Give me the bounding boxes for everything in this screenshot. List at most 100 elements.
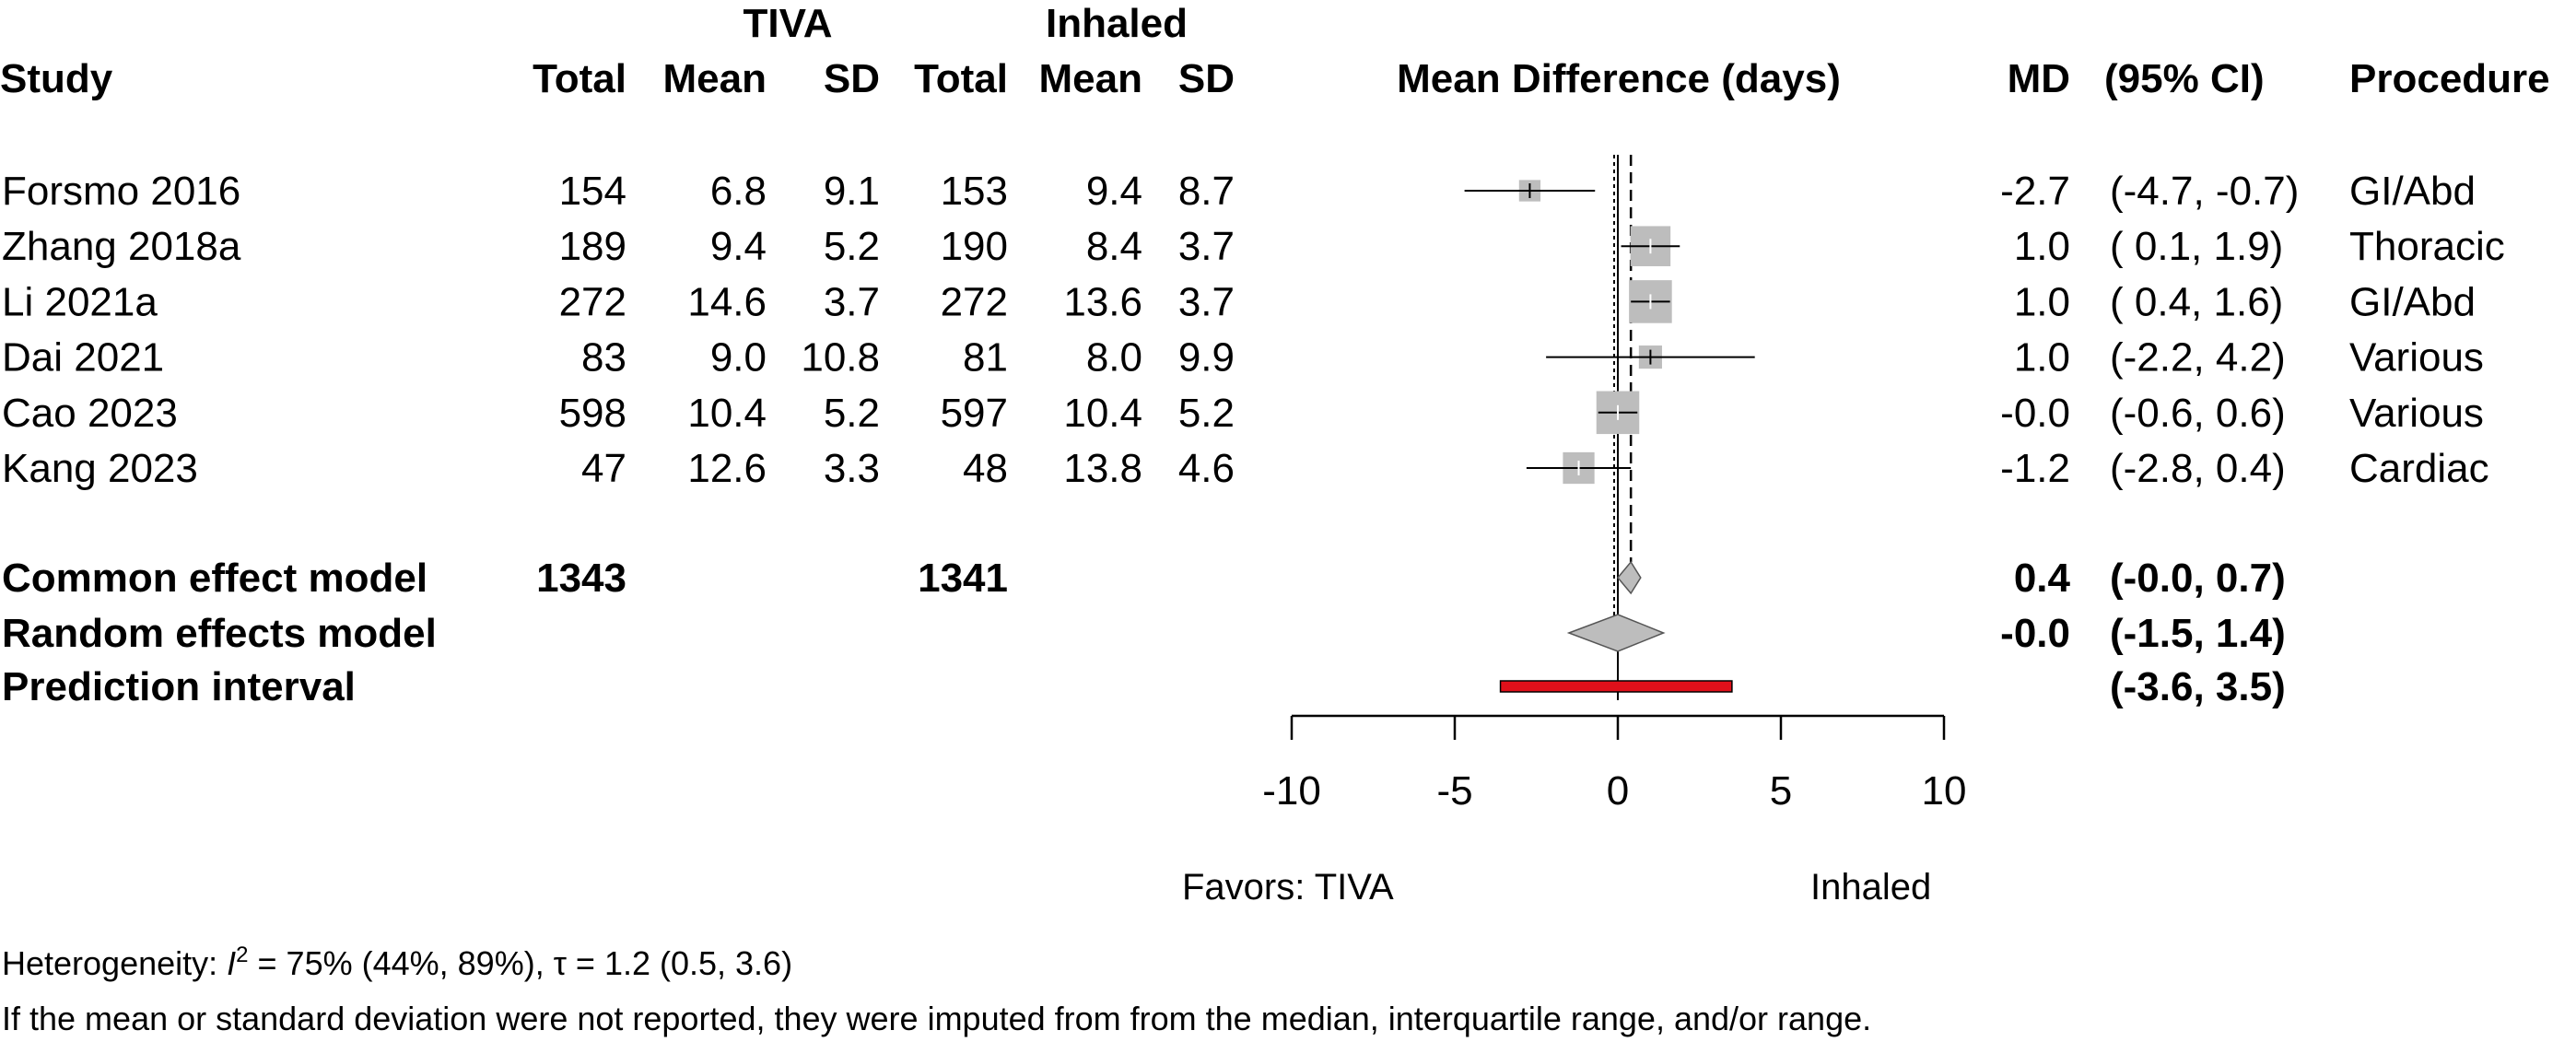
inhaled-sd: 5.2	[1178, 391, 1235, 436]
tiva-total: 47	[581, 446, 626, 491]
x-axis: -10 -5 0 5 10	[1262, 714, 1967, 814]
inhaled-sd: 3.7	[1178, 279, 1235, 324]
inhaled-mean: 8.0	[1086, 335, 1142, 381]
tiva-sd: 3.7	[824, 279, 880, 324]
tiva-total: 83	[581, 335, 626, 381]
inhaled-mean: 13.6	[1063, 279, 1142, 324]
procedure-value: Thoracic	[2349, 224, 2505, 269]
procedure-value: Cardiac	[2349, 446, 2489, 491]
md-value: -0.0	[2000, 391, 2070, 436]
ci-value: ( 0.1, 1.9)	[2110, 224, 2283, 269]
ci-value: (-4.7, -0.7)	[2110, 169, 2299, 214]
procedure-value: GI/Abd	[2349, 279, 2476, 324]
common-effect-ci: (-0.0, 0.7)	[2110, 556, 2286, 601]
x-axis-tick-label: -5	[1436, 768, 1472, 814]
inhaled-total: 48	[963, 446, 1008, 491]
inhaled-total: 190	[941, 224, 1008, 269]
imputation-footnote: If the mean or standard deviation were n…	[2, 1000, 1871, 1037]
md-value: -1.2	[2000, 446, 2070, 491]
tiva-total: 272	[559, 279, 626, 324]
tiva-sd: 5.2	[824, 391, 880, 436]
tiva-mean: 12.6	[687, 446, 767, 491]
common-effect-label: Common effect model	[2, 556, 427, 601]
md-value: 1.0	[2014, 279, 2070, 324]
common-effect-total-tiva: 1343	[536, 556, 626, 601]
header-procedure: Procedure	[2349, 56, 2550, 101]
md-value: 1.0	[2014, 224, 2070, 269]
random-effects-ci: (-1.5, 1.4)	[2110, 611, 2286, 656]
table-rows: Forsmo 2016 154 6.8 9.1 153 9.4 8.7 -2.7 (-4.7, …	[2, 169, 2505, 709]
header-ci: (95% CI)	[2104, 56, 2265, 101]
study-name: Cao 2023	[2, 391, 178, 436]
study-marker	[1526, 451, 1632, 485]
header-plot-title: Mean Difference (days)	[1397, 56, 1841, 101]
procedure-value: Various	[2349, 335, 2484, 381]
header-mean-inhaled: Mean	[1039, 56, 1142, 101]
x-axis-tick-label: 5	[1770, 768, 1792, 814]
prediction-interval-ci: (-3.6, 3.5)	[2110, 664, 2286, 709]
procedure-value: Various	[2349, 391, 2484, 436]
inhaled-total: 81	[963, 335, 1008, 381]
tiva-mean: 9.4	[710, 224, 767, 269]
inhaled-sd: 3.7	[1178, 224, 1235, 269]
common-effect-total-inhaled: 1341	[918, 556, 1008, 601]
header-group-inhaled: Inhaled	[1046, 1, 1188, 46]
inhaled-total: 153	[941, 169, 1008, 214]
ci-value: ( 0.4, 1.6)	[2110, 279, 2283, 324]
x-axis-tick-label: -10	[1262, 768, 1321, 814]
x-axis-tick-label: 10	[1922, 768, 1967, 814]
prediction-interval-bar	[1499, 680, 1733, 693]
inhaled-mean: 8.4	[1086, 224, 1142, 269]
header-mean-tiva: Mean	[663, 56, 767, 101]
favors-right-label: Inhaled	[1810, 867, 1931, 907]
study-marker	[1464, 180, 1596, 202]
study-marker	[1621, 226, 1680, 266]
study-name: Zhang 2018a	[2, 224, 241, 269]
header-study: Study	[0, 56, 113, 101]
inhaled-mean: 10.4	[1063, 391, 1142, 436]
md-value: 1.0	[2014, 335, 2070, 381]
study-marker	[1629, 280, 1672, 323]
tiva-mean: 6.8	[710, 169, 767, 214]
tiva-mean: 14.6	[687, 279, 767, 324]
prediction-interval-label: Prediction interval	[2, 664, 356, 709]
study-name: Dai 2021	[2, 335, 164, 381]
study-name: Kang 2023	[2, 446, 198, 491]
inhaled-mean: 13.8	[1063, 446, 1142, 491]
study-name: Forsmo 2016	[2, 169, 240, 214]
tiva-sd: 5.2	[824, 224, 880, 269]
header-sd-tiva: SD	[824, 56, 880, 101]
inhaled-total: 272	[941, 279, 1008, 324]
plot-marks	[1464, 155, 1755, 700]
inhaled-mean: 9.4	[1086, 169, 1142, 214]
procedure-value: GI/Abd	[2349, 169, 2476, 214]
tiva-sd: 10.8	[801, 335, 880, 381]
md-value: -2.7	[2000, 169, 2070, 214]
tiva-total: 598	[559, 391, 626, 436]
ci-value: (-0.6, 0.6)	[2110, 391, 2286, 436]
favors-left-label: Favors: TIVA	[1182, 867, 1394, 907]
tiva-mean: 9.0	[710, 335, 767, 381]
header-group-tiva: TIVA	[744, 1, 833, 46]
header-total-tiva: Total	[533, 56, 626, 101]
inhaled-sd: 4.6	[1178, 446, 1235, 491]
header-sd-inhaled: SD	[1178, 56, 1235, 101]
random-effects-md: -0.0	[2000, 611, 2070, 656]
tiva-total: 154	[559, 169, 626, 214]
heterogeneity-text: Heterogeneity: I2 = 75% (44%, 89%), τ = …	[2, 942, 792, 982]
tiva-sd: 9.1	[824, 169, 880, 214]
inhaled-total: 597	[941, 391, 1008, 436]
study-name: Li 2021a	[2, 279, 158, 324]
x-axis-tick-label: 0	[1607, 768, 1629, 814]
ci-value: (-2.8, 0.4)	[2110, 446, 2286, 491]
study-marker	[1546, 345, 1755, 369]
common-effect-diamond	[1617, 560, 1642, 595]
common-effect-md: 0.4	[2014, 556, 2071, 601]
tiva-mean: 10.4	[687, 391, 767, 436]
study-marker	[1596, 391, 1640, 435]
header-md: MD	[2008, 56, 2070, 101]
tiva-total: 189	[559, 224, 626, 269]
inhaled-sd: 9.9	[1178, 335, 1235, 381]
header-total-inhaled: Total	[914, 56, 1008, 101]
